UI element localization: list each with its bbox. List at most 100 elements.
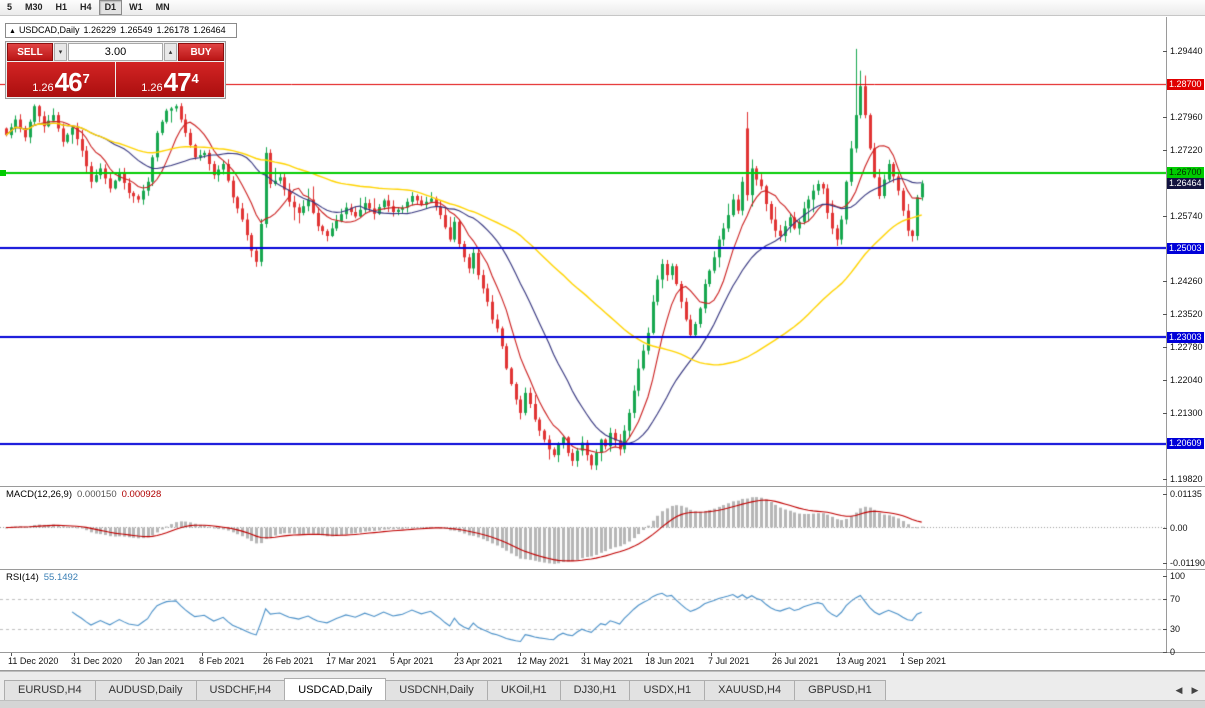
volume-dropdown-button[interactable]: ▾ [54, 43, 67, 61]
macd-label: MACD(12,26,9) 0.000150 0.000928 [6, 489, 161, 500]
tab-usdchf-h4[interactable]: USDCHF,H4 [195, 680, 286, 702]
buy-button[interactable]: BUY [178, 43, 224, 61]
axis-tick [1163, 51, 1167, 52]
timeframe-button-d1[interactable]: D1 [98, 0, 123, 15]
timeframe-button-mn[interactable]: MN [155, 2, 170, 12]
macd-axis-label: 0.01135 [1170, 489, 1202, 499]
timeframe-button-5[interactable]: 5 [7, 2, 13, 12]
time-axis[interactable]: 11 Dec 2020 31 Dec 2020 20 Jan 2021 8 Feb 2… [0, 653, 1166, 669]
date-axis-tick [520, 653, 521, 656]
chart-canvas[interactable] [0, 0, 1166, 671]
axis-tick [1163, 314, 1167, 315]
tab-usdcad-daily[interactable]: USDCAD,Daily [284, 678, 387, 702]
macd-axis-label: -0.01190 [1170, 558, 1205, 568]
volume-up-button[interactable]: ▴ [164, 43, 177, 61]
tab-usdcnh-daily[interactable]: USDCNH,Daily [385, 680, 488, 702]
date-axis-tick [711, 653, 712, 656]
macd-axis-label: 0.00 [1170, 523, 1188, 533]
axis-tick [1163, 380, 1167, 381]
level-price-label: 1.28700 [1167, 79, 1204, 90]
date-axis-label: 17 Mar 2021 [326, 656, 377, 666]
status-bar [0, 700, 1205, 708]
axis-tick [1163, 479, 1167, 480]
axis-tick [1163, 563, 1167, 564]
axis-tick [1163, 281, 1167, 282]
buy-price-pip: 4 [191, 71, 199, 86]
buy-price-prefix: 1.26 [141, 82, 163, 94]
date-axis-label: 8 Feb 2021 [199, 656, 245, 666]
price-axis-separator [1166, 17, 1167, 653]
buy-price-box[interactable]: 1.26 47 4 [116, 62, 224, 97]
timeframe-button-h4[interactable]: H4 [80, 2, 92, 12]
date-axis-tick [393, 653, 394, 656]
sell-button[interactable]: SELL [7, 43, 53, 61]
chart-title: USDCAD,Daily [18, 25, 80, 35]
level-price-label: 1.20609 [1167, 438, 1204, 449]
macd-panel-separator[interactable] [0, 486, 1205, 487]
tab-usdx-h1[interactable]: USDX,H1 [629, 680, 706, 702]
axis-tick [1163, 413, 1167, 414]
hline-anchor-marker[interactable] [0, 170, 6, 176]
buy-price-big: 47 [163, 67, 192, 97]
sell-price-box[interactable]: 1.26 46 7 [7, 62, 115, 97]
timeframe-button-h1[interactable]: H1 [55, 2, 68, 12]
sell-price-big: 46 [54, 67, 83, 97]
chart-title-box[interactable]: ▲ USDCAD,Daily 1.26229 1.26549 1.26178 1.2646… [5, 23, 237, 38]
tab-dj30-h1[interactable]: DJ30,H1 [559, 680, 631, 702]
tab-eurusd-h4[interactable]: EURUSD,H4 [4, 680, 96, 702]
axis-tick [1163, 117, 1167, 118]
date-axis-label: 26 Feb 2021 [263, 656, 314, 666]
axis-tick [1163, 150, 1167, 151]
date-axis-tick [648, 653, 649, 656]
price-axis-label: 1.29440 [1170, 46, 1203, 56]
rsi-value: 55.1492 [43, 572, 79, 583]
tab-ukoil-h1[interactable]: UKOil,H1 [486, 680, 561, 702]
date-axis-tick [74, 653, 75, 656]
axis-tick [1163, 528, 1167, 529]
trade-controls-row: SELL ▾ ▴ BUY [6, 42, 225, 62]
date-axis-label: 5 Apr 2021 [390, 656, 434, 666]
tab-xauusd-h4[interactable]: XAUUSD,H4 [704, 680, 796, 702]
timeframe-button-m30[interactable]: M30 [25, 2, 43, 12]
date-axis-tick [138, 653, 139, 656]
macd-name: MACD(12,26,9) [6, 489, 72, 500]
date-axis-label: 1 Sep 2021 [900, 656, 947, 666]
axis-tick [1163, 652, 1167, 653]
timeframe-button-w1[interactable]: W1 [129, 2, 143, 12]
date-axis-tick [584, 653, 585, 656]
chart-bottom-border [0, 670, 1205, 671]
chart-tabs: EURUSD,H4 AUDUSD,Daily USDCHF,H4 USDCAD,Dai… [4, 678, 886, 702]
date-axis-tick [775, 653, 776, 656]
level-price-label: 1.26700 [1167, 167, 1204, 178]
date-axis-tick [903, 653, 904, 656]
chart-tab-bar: EURUSD,H4 AUDUSD,Daily USDCHF,H4 USDCAD,Dai… [0, 671, 1205, 702]
price-axis[interactable]: 1.29440 1.27960 1.27220 1.25740 1.24260 1.235… [1163, 0, 1205, 708]
date-axis-tick [457, 653, 458, 656]
level-price-label: 1.23003 [1167, 332, 1204, 343]
date-axis-tick [202, 653, 203, 656]
price-axis-label: 1.25740 [1170, 211, 1203, 221]
current-price-label: 1.26464 [1167, 178, 1204, 189]
sell-price-pip: 7 [82, 71, 90, 86]
date-axis-tick [839, 653, 840, 656]
price-axis-label: 1.27220 [1170, 145, 1203, 155]
rsi-panel-separator[interactable] [0, 569, 1205, 570]
price-axis-label: 1.24260 [1170, 276, 1203, 286]
time-axis-separator [0, 652, 1205, 653]
price-axis-label: 1.21300 [1170, 408, 1203, 418]
rsi-axis-label: 0 [1170, 647, 1176, 657]
macd-signal-value: 0.000928 [121, 489, 162, 500]
tab-audusd-daily[interactable]: AUDUSD,Daily [94, 680, 197, 702]
rsi-label: RSI(14) 55.1492 [6, 572, 78, 583]
tab-scroll-left-icon[interactable]: ◀ [1175, 685, 1183, 695]
price-axis-label: 1.23520 [1170, 309, 1203, 319]
tab-gbpusd-h1[interactable]: GBPUSD,H1 [794, 680, 886, 702]
price-axis-label: 1.22040 [1170, 375, 1203, 385]
sell-price-prefix: 1.26 [32, 82, 54, 94]
volume-input[interactable] [68, 43, 163, 61]
rsi-name: RSI(14) [6, 572, 39, 583]
tab-scroll-right-icon[interactable]: ▶ [1191, 685, 1199, 695]
date-axis-tick [11, 653, 12, 656]
price-axis-label: 1.27960 [1170, 112, 1203, 122]
date-axis-label: 23 Apr 2021 [454, 656, 503, 666]
